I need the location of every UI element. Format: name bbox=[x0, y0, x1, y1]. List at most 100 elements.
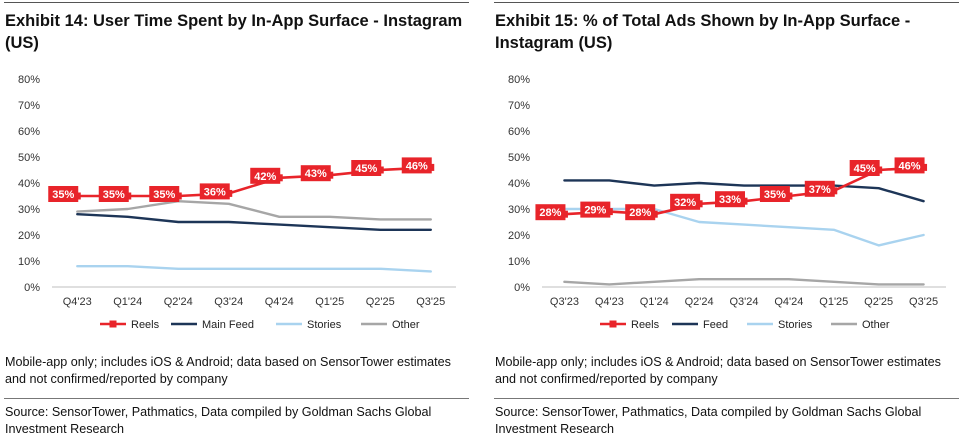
reels-data-label: 45% bbox=[854, 163, 876, 175]
series-line-stories bbox=[76, 264, 432, 273]
x-tick-label: Q4'23 bbox=[595, 296, 624, 308]
y-tick-label: 70% bbox=[508, 100, 530, 112]
reels-data-label-box bbox=[250, 167, 281, 184]
reels-data-label: 29% bbox=[584, 205, 606, 217]
legend-entry-stories: Stories bbox=[747, 319, 813, 331]
exhibit-14-panel: Exhibit 14: User Time Spent by In-App Su… bbox=[4, 0, 469, 441]
reels-data-label-box bbox=[535, 204, 566, 221]
x-tick-label: Q3'24 bbox=[729, 296, 758, 308]
x-tick-label: Q3'25 bbox=[416, 296, 445, 308]
y-tick-label: 40% bbox=[508, 178, 530, 190]
y-tick-label: 0% bbox=[24, 282, 40, 294]
chart-note: Mobile-app only; includes iOS & Android;… bbox=[495, 355, 941, 386]
y-tick-label: 70% bbox=[18, 100, 40, 112]
reels-data-label-box bbox=[849, 160, 880, 176]
chart-note: Mobile-app only; includes iOS & Android;… bbox=[5, 355, 451, 386]
y-tick-label: 20% bbox=[508, 230, 530, 242]
ads-shown-chart: 0% 10% 20% 30% 40% 50% 60% 70% 80% Q3'23 Q4'23 Q1'2… bbox=[494, 62, 959, 342]
top-rule bbox=[494, 2, 959, 3]
legend-label: Main Feed bbox=[202, 319, 254, 331]
x-tick-label: Q1'24 bbox=[640, 296, 669, 308]
exhibit-15-panel: Exhibit 15: % of Total Ads Shown by In-A… bbox=[494, 0, 959, 441]
chart-title: Exhibit 14: User Time Spent by In-App Su… bbox=[5, 12, 463, 52]
reels-data-label: 33% bbox=[719, 194, 741, 206]
series-line-feed bbox=[563, 179, 925, 203]
reels-data-label: 28% bbox=[539, 207, 561, 219]
legend-entry-other: Other bbox=[831, 319, 890, 331]
legend-entry-reels: Reels bbox=[600, 319, 660, 331]
legend-label: Other bbox=[392, 319, 420, 331]
reels-data-label-box bbox=[580, 201, 611, 218]
reels-data-label-box bbox=[351, 160, 382, 176]
chart-title: Exhibit 15: % of Total Ads Shown by In-A… bbox=[495, 12, 911, 52]
x-tick-label: Q1'25 bbox=[315, 296, 344, 308]
y-tick-label: 60% bbox=[18, 126, 40, 138]
reels-data-label: 35% bbox=[764, 189, 786, 201]
divider-rule bbox=[494, 398, 959, 399]
ads-shown-chart-svg: 0% 10% 20% 30% 40% 50% 60% 70% 80% Q3'23 Q4'23 Q1'2… bbox=[508, 74, 946, 331]
chart-source: Source: SensorTower, Pathmatics, Data co… bbox=[495, 405, 922, 436]
reels-data-label-box bbox=[199, 183, 230, 200]
series-line-other bbox=[76, 199, 432, 221]
x-tick-label: Q1'25 bbox=[819, 296, 848, 308]
y-tick-label: 60% bbox=[508, 126, 530, 138]
legend-swatch-marker bbox=[109, 320, 117, 328]
y-tick-label: 40% bbox=[18, 178, 40, 190]
legend-entry-feed: Feed bbox=[672, 319, 728, 331]
top-rule bbox=[4, 2, 469, 3]
legend-label: Reels bbox=[631, 319, 660, 331]
legend-entry-reels: Reels bbox=[100, 319, 160, 331]
reels-data-label-box bbox=[401, 157, 432, 174]
y-tick-label: 50% bbox=[18, 152, 40, 164]
reels-data-label-box bbox=[149, 186, 180, 202]
chart-source: Source: SensorTower, Pathmatics, Data co… bbox=[5, 405, 432, 436]
reels-data-label-box bbox=[715, 191, 745, 208]
x-tick-label: Q2'25 bbox=[366, 296, 395, 308]
y-tick-label: 50% bbox=[508, 152, 530, 164]
y-tick-label: 80% bbox=[18, 74, 40, 86]
legend-label: Reels bbox=[131, 319, 160, 331]
x-tick-label: Q3'23 bbox=[550, 296, 579, 308]
time-spent-chart: 0% 10% 20% 30% 40% 50% 60% 70% 80% Q4'23 Q1'24 Q2'2… bbox=[4, 62, 469, 342]
legend-label: Stories bbox=[307, 319, 342, 331]
x-tick-label: Q1'24 bbox=[113, 296, 142, 308]
legend-swatch-marker bbox=[609, 320, 617, 328]
reels-data-label-box bbox=[625, 204, 656, 221]
reels-data-label: 32% bbox=[674, 197, 696, 209]
reels-data-label: 35% bbox=[52, 189, 74, 201]
x-tick-label: Q2'24 bbox=[685, 296, 714, 308]
reels-data-label: 28% bbox=[629, 207, 651, 219]
legend-entry-other: Other bbox=[361, 319, 420, 331]
legend-label: Stories bbox=[778, 319, 813, 331]
reels-data-label: 43% bbox=[305, 168, 327, 180]
reels-data-label-box bbox=[670, 193, 701, 210]
x-tick-label: Q2'24 bbox=[164, 296, 193, 308]
x-tick-label: Q3'24 bbox=[214, 296, 243, 308]
reels-data-label-box bbox=[48, 186, 79, 202]
legend-label: Other bbox=[862, 319, 890, 331]
reels-data-label: 37% bbox=[809, 184, 831, 196]
y-tick-label: 10% bbox=[18, 256, 40, 268]
x-tick-label: Q3'25 bbox=[909, 296, 938, 308]
series-line-main-feed bbox=[76, 212, 432, 232]
x-tick-label: Q4'24 bbox=[774, 296, 803, 308]
reels-data-label: 42% bbox=[254, 171, 276, 183]
y-tick-label: 80% bbox=[508, 74, 530, 86]
y-tick-label: 30% bbox=[18, 204, 40, 216]
legend-label: Feed bbox=[703, 319, 728, 331]
y-tick-label: 30% bbox=[508, 204, 530, 216]
legend-entry-main-feed: Main Feed bbox=[171, 319, 254, 331]
reels-data-label: 46% bbox=[406, 160, 428, 172]
reels-data-label-box bbox=[300, 165, 331, 182]
x-tick-label: Q4'23 bbox=[63, 296, 92, 308]
reels-data-label-box bbox=[894, 157, 925, 174]
reels-data-label: 35% bbox=[103, 189, 125, 201]
legend-entry-stories: Stories bbox=[276, 319, 342, 331]
y-tick-label: 10% bbox=[508, 256, 530, 268]
y-tick-label: 20% bbox=[18, 230, 40, 242]
reels-data-label-box bbox=[804, 180, 835, 197]
reels-data-label: 45% bbox=[355, 163, 377, 175]
x-tick-label: Q4'24 bbox=[265, 296, 294, 308]
x-tick-label: Q2'25 bbox=[864, 296, 893, 308]
divider-rule bbox=[4, 398, 469, 399]
